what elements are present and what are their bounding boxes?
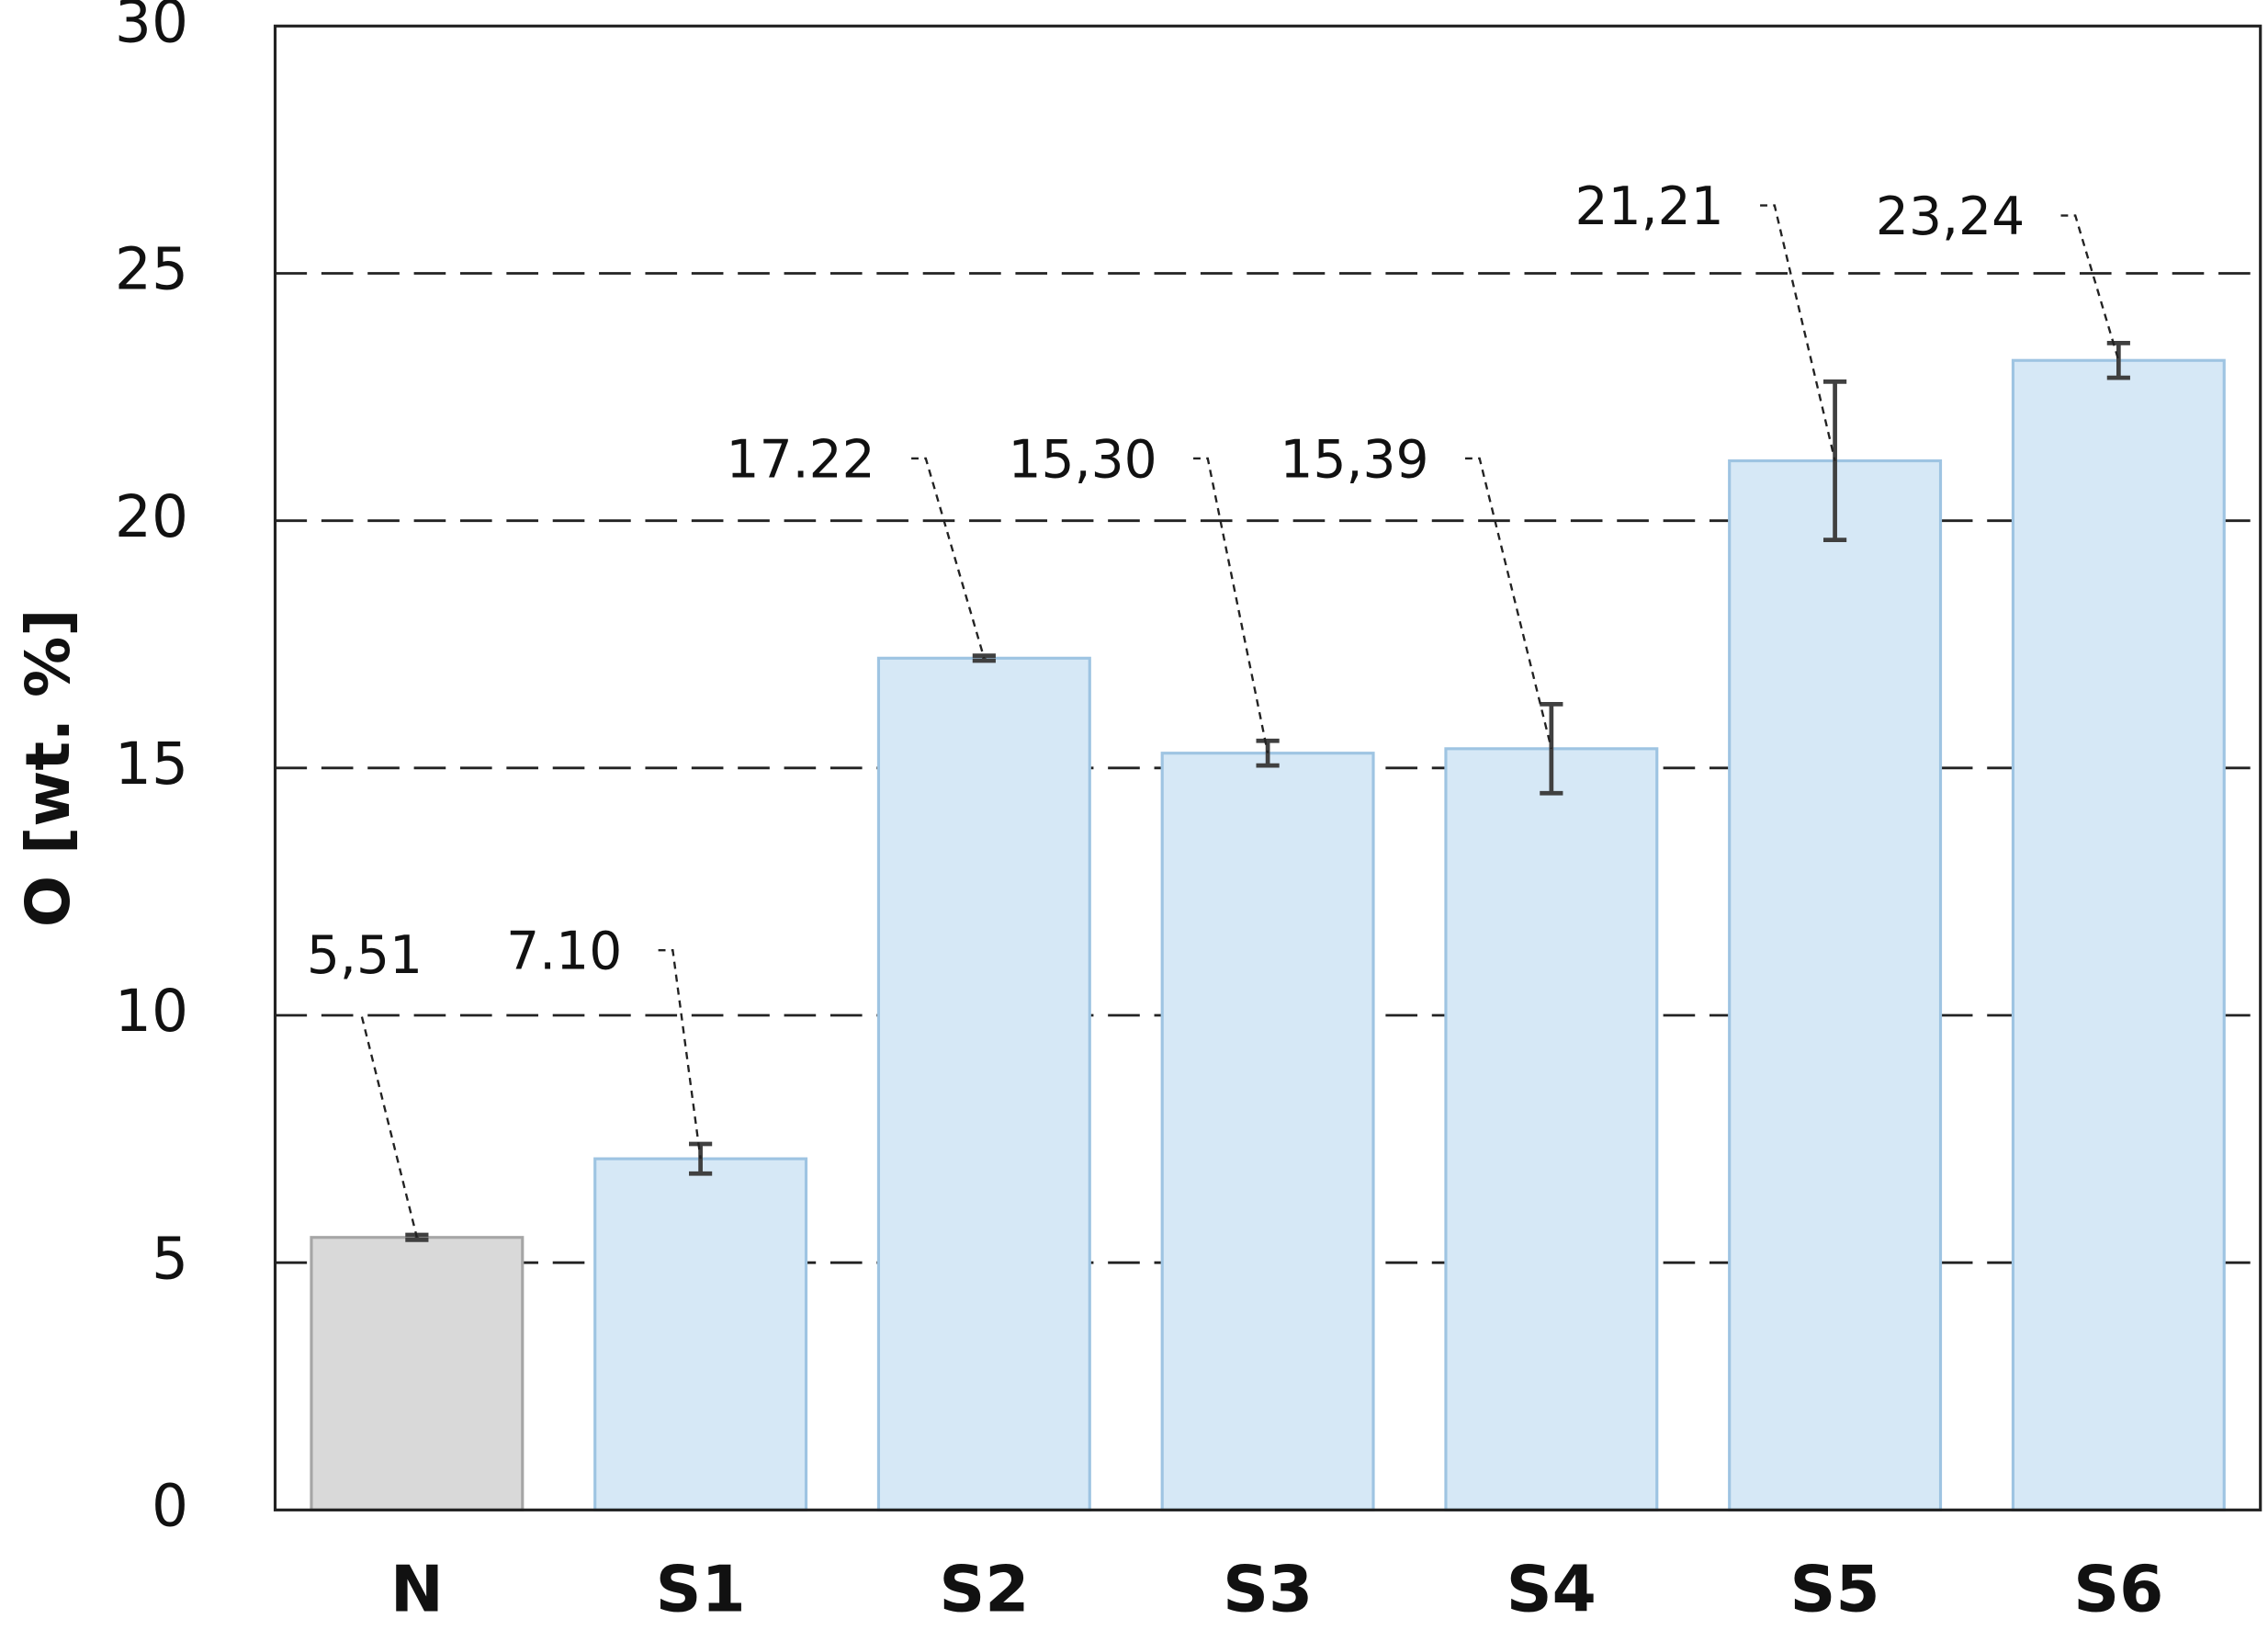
x-tick-label: S2 <box>939 1554 1029 1627</box>
value-label: 5,51 <box>307 925 423 986</box>
value-label: 21,21 <box>1575 176 1724 237</box>
x-tick-label: S4 <box>1506 1554 1597 1627</box>
x-tick-label: S3 <box>1223 1554 1313 1627</box>
value-label: 17.22 <box>727 429 875 490</box>
bar <box>2011 358 2226 1511</box>
leader-line <box>360 1016 419 1239</box>
bar <box>1728 458 1943 1511</box>
y-tick-label: 0 <box>152 1472 188 1539</box>
y-axis-label: O [wt. %] <box>13 608 84 927</box>
y-tick-label: 5 <box>152 1225 188 1292</box>
x-tick-label: N <box>390 1554 444 1627</box>
value-label: 23,24 <box>1876 187 2025 247</box>
y-tick-label: 30 <box>115 0 188 55</box>
x-tick-label: S6 <box>2073 1554 2163 1627</box>
bar <box>876 656 1091 1511</box>
plot-frame <box>273 24 2262 1511</box>
leader-line <box>1464 457 1552 750</box>
y-tick-label: 10 <box>115 978 188 1045</box>
bar <box>1444 747 1659 1511</box>
y-tick-label: 15 <box>115 730 188 798</box>
value-label: 15,30 <box>1008 429 1157 490</box>
bar <box>593 1157 808 1511</box>
leader-line <box>1760 204 1836 461</box>
bar <box>1160 752 1375 1511</box>
x-tick-label: S1 <box>656 1554 746 1627</box>
leader-line <box>1193 457 1269 753</box>
leader-line <box>911 457 986 659</box>
y-tick-label: 25 <box>115 236 188 303</box>
y-tick-label: 20 <box>115 483 188 550</box>
x-tick-label: S5 <box>1790 1554 1880 1627</box>
leader-line <box>2060 214 2120 361</box>
leader-line <box>658 948 702 1160</box>
value-label: 15,39 <box>1280 429 1428 490</box>
bar <box>310 1236 525 1511</box>
value-label: 7.10 <box>506 922 622 982</box>
